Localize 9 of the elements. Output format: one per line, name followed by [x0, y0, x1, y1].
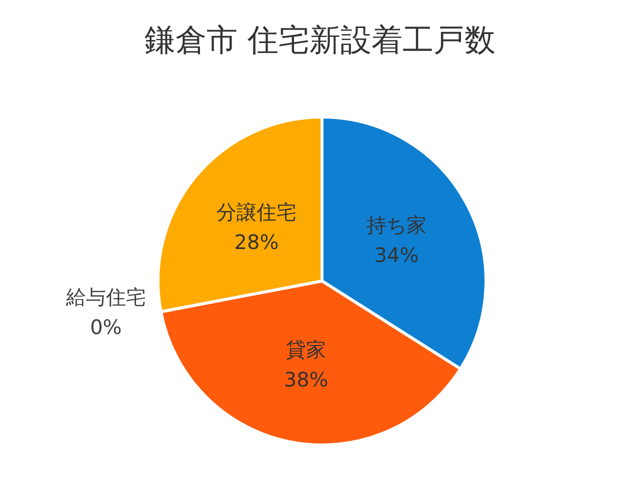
- chart-title: 鎌倉市 住宅新設着工戸数: [144, 22, 496, 58]
- category-label: 給与住宅: [66, 285, 146, 310]
- data-label: 28%: [234, 230, 279, 254]
- text: 0%: [90, 315, 122, 340]
- slice-label: 持ち家: [366, 213, 426, 238]
- slice-label: 貸家: [286, 337, 326, 362]
- slice-label: 分譲住宅: [216, 200, 297, 224]
- data-label: 38%: [284, 367, 328, 392]
- data-label: 34%: [374, 243, 419, 268]
